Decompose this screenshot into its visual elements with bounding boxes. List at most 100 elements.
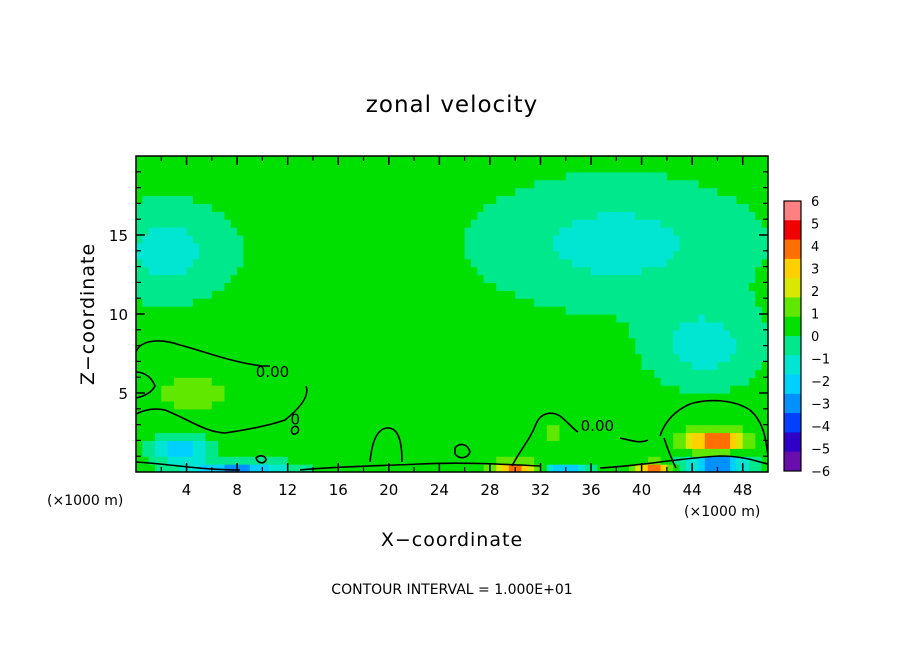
field-cell (483, 227, 491, 236)
field-cell (584, 298, 592, 307)
field-cell (559, 377, 567, 386)
field-cell (211, 369, 219, 378)
field-cell (344, 290, 352, 299)
field-cell (755, 219, 763, 228)
field-cell (654, 290, 662, 299)
field-cell (508, 298, 516, 307)
field-cell (610, 306, 617, 315)
field-cell (376, 400, 384, 410)
field-cell (755, 298, 763, 307)
field-cell (180, 432, 188, 441)
field-cell (230, 266, 238, 276)
field-cell (243, 408, 251, 418)
field-cell (692, 219, 700, 228)
field-cell (426, 321, 434, 331)
field-cell (382, 377, 390, 386)
field-cell (565, 321, 573, 331)
field-cell (698, 187, 706, 197)
field-cell (167, 250, 175, 260)
field-cell (136, 377, 143, 386)
field-cell (584, 400, 592, 410)
field-cell (470, 448, 478, 457)
field-cell (154, 282, 162, 291)
field-cell (704, 314, 712, 323)
field-cell (521, 163, 529, 173)
field-cell (534, 400, 542, 410)
field-cell (685, 321, 693, 331)
field-cell (496, 163, 504, 173)
field-cell (521, 329, 529, 339)
field-cell (483, 337, 491, 347)
field-cell (294, 456, 301, 465)
field-cell (325, 266, 333, 276)
field-cell (350, 377, 358, 386)
field-cell (211, 314, 219, 323)
field-cell (660, 250, 668, 260)
field-cell (622, 274, 630, 283)
field-cell (287, 282, 295, 291)
field-cell (489, 321, 497, 331)
field-cell (553, 385, 561, 394)
field-cell (635, 345, 643, 355)
field-cell (704, 290, 712, 299)
field-cell (742, 242, 750, 252)
field-cell (243, 227, 251, 236)
field-cell (559, 456, 567, 465)
field-cell (458, 258, 466, 268)
field-cell (407, 235, 415, 244)
field-cell (268, 440, 276, 449)
field-cell (711, 235, 719, 244)
field-cell (382, 203, 390, 212)
field-cell (224, 345, 232, 355)
field-cell (508, 195, 516, 204)
field-cell (401, 187, 409, 197)
field-cell (616, 242, 624, 252)
field-cell (647, 290, 655, 299)
field-cell (262, 242, 270, 252)
field-cell (445, 227, 453, 236)
field-cell (515, 235, 523, 244)
field-cell (382, 345, 390, 355)
field-cell (281, 258, 289, 268)
field-cell (565, 329, 573, 339)
field-cell (363, 290, 371, 299)
field-cell (641, 250, 649, 260)
y-tick-label: 5 (118, 385, 128, 403)
field-cell (243, 163, 251, 173)
field-cell (256, 282, 263, 291)
field-cell (496, 464, 504, 472)
field-cell (401, 377, 409, 386)
field-cell (230, 242, 238, 252)
field-cell (540, 179, 548, 189)
field-cell (300, 432, 308, 441)
field-cell (749, 448, 756, 457)
field-cell (692, 385, 700, 394)
field-cell (559, 393, 567, 402)
field-cell (268, 235, 276, 244)
field-cell (749, 337, 756, 347)
field-cell (540, 314, 548, 323)
field-cell (161, 163, 169, 173)
field-cell (154, 361, 162, 370)
field-cell (679, 424, 687, 434)
field-cell (294, 274, 301, 283)
field-cell (559, 171, 567, 181)
field-cell (167, 187, 175, 197)
field-cell (660, 179, 668, 189)
field-cell (319, 424, 327, 434)
field-cell (363, 211, 371, 220)
field-cell (610, 195, 617, 204)
field-cell (761, 306, 768, 315)
field-cell (414, 329, 421, 339)
field-cell (262, 408, 270, 418)
field-cell (635, 432, 643, 441)
field-cell (192, 163, 200, 173)
field-cell (578, 456, 586, 465)
field-cell (325, 314, 333, 323)
field-cell (211, 416, 219, 426)
field-cell (483, 163, 491, 173)
field-cell (704, 321, 712, 331)
field-cell (546, 345, 554, 355)
field-cell (237, 290, 245, 299)
field-cell (654, 337, 662, 347)
